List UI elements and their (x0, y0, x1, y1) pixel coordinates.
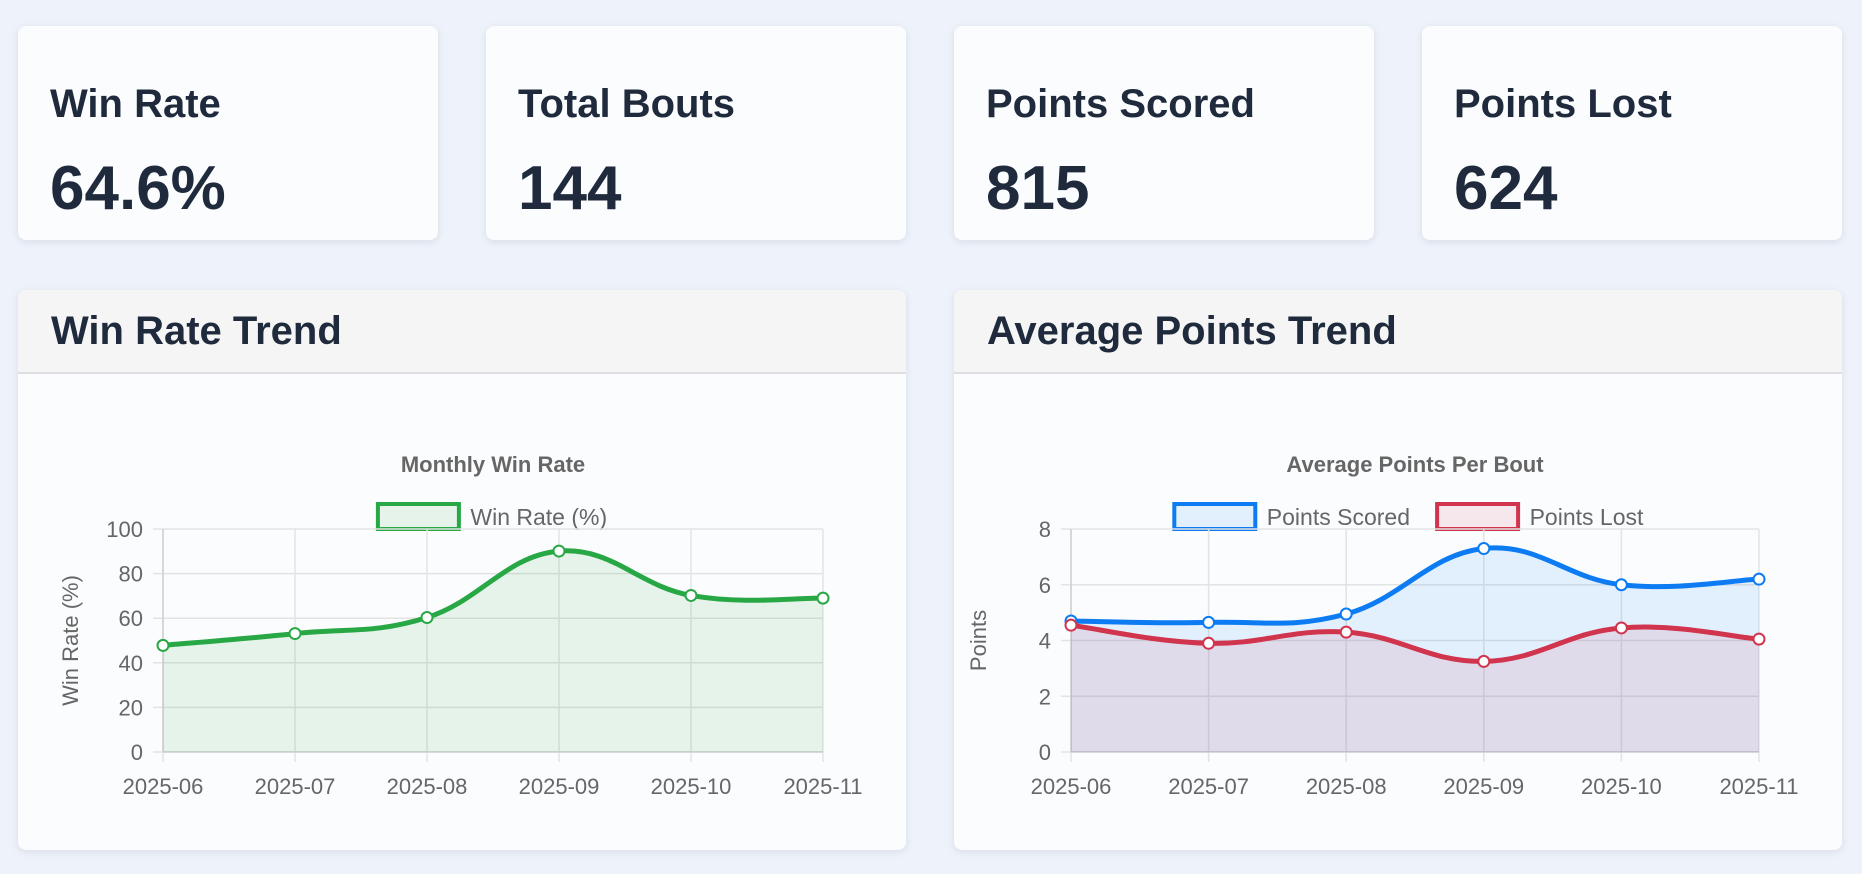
data-point-points-lost (1614, 621, 1628, 635)
series-line-points-scored (1070, 545, 1760, 626)
data-point-win-rate (156, 638, 170, 652)
legend-label: Points Scored (1267, 504, 1410, 530)
stat-value: 64.6% (50, 154, 226, 223)
stat-label: Total Bouts (518, 82, 736, 126)
stat-card-points-scored: Points Scored 815 (954, 26, 1374, 240)
panel-header: Average Points Trend (954, 290, 1842, 374)
average-points-trend-panel: Average Points Trend Average Points Per … (954, 290, 1842, 850)
stat-label: Points Lost (1454, 82, 1672, 126)
panel-title: Win Rate Trend (51, 308, 342, 353)
legend-swatch (375, 502, 461, 531)
x-tick-label: 2025-07 (255, 774, 336, 799)
data-point-win-rate (288, 627, 302, 641)
data-point-points-scored (1339, 607, 1353, 621)
y-tick-label: 100 (106, 517, 143, 542)
y-tick-label: 40 (119, 651, 143, 676)
stat-label: Points Scored (986, 82, 1255, 126)
y-tick-label: 2 (1039, 684, 1051, 709)
y-tick-label: 60 (119, 606, 143, 631)
data-point-points-lost (1752, 632, 1766, 646)
data-point-points-scored (1752, 572, 1766, 586)
panel-header: Win Rate Trend (18, 290, 906, 374)
y-tick-label: 4 (1039, 629, 1051, 654)
legend-swatch (1435, 502, 1521, 531)
stat-card-total-bouts: Total Bouts 144 (486, 26, 906, 240)
data-point-win-rate (816, 591, 830, 605)
data-point-points-scored (1614, 578, 1628, 592)
data-point-points-scored (1477, 542, 1491, 556)
legend-swatch (1172, 502, 1258, 531)
chart-title: Average Points Per Bout (1286, 452, 1544, 477)
data-point-points-lost (1477, 654, 1491, 668)
data-point-win-rate (552, 544, 566, 558)
x-tick-label: 2025-08 (387, 774, 468, 799)
stat-label: Win Rate (50, 82, 221, 126)
y-axis-label: Win Rate (%) (58, 575, 83, 706)
y-tick-label: 8 (1039, 517, 1051, 542)
data-point-points-lost (1064, 618, 1078, 632)
y-tick-label: 6 (1039, 573, 1051, 598)
data-point-points-scored (1202, 615, 1216, 629)
stat-value: 815 (986, 154, 1090, 223)
stat-value: 624 (1454, 154, 1558, 223)
x-tick-label: 2025-10 (1581, 774, 1662, 799)
win-rate-chart: Monthly Win Rate Win Rate (%) 0 20 40 60 80 100… (58, 452, 863, 799)
stat-value: 144 (518, 154, 622, 223)
x-tick-label: 2025-09 (519, 774, 600, 799)
panel-title: Average Points Trend (987, 308, 1397, 353)
y-tick-label: 0 (1039, 740, 1051, 765)
data-point-win-rate (420, 611, 434, 625)
data-point-points-lost (1339, 625, 1353, 639)
x-tick-label: 2025-10 (651, 774, 732, 799)
win-rate-trend-panel: Win Rate Trend Monthly Win Rate Win Rate … (18, 290, 906, 850)
y-tick-label: 20 (119, 695, 143, 720)
x-tick-label: 2025-07 (1168, 774, 1249, 799)
data-point-win-rate (684, 588, 698, 602)
y-axis-label: Points (966, 610, 991, 671)
average-points-chart: Average Points Per Bout Points Scored Poin… (966, 452, 1799, 799)
x-tick-label: 2025-09 (1443, 774, 1524, 799)
y-tick-label: 80 (119, 562, 143, 587)
x-tick-label: 2025-08 (1306, 774, 1387, 799)
series-line-win-rate (162, 548, 824, 648)
y-tick-label: 0 (131, 740, 143, 765)
x-tick-label: 2025-06 (1031, 774, 1112, 799)
x-tick-label: 2025-11 (1719, 774, 1798, 799)
x-tick-label: 2025-06 (123, 774, 204, 799)
x-tick-label: 2025-11 (783, 774, 862, 799)
legend-label: Points Lost (1530, 504, 1644, 530)
series-area-win-rate (163, 550, 823, 752)
chart-title: Monthly Win Rate (401, 452, 585, 477)
stat-card-points-lost: Points Lost 624 (1422, 26, 1842, 240)
stat-card-win-rate: Win Rate 64.6% (18, 26, 438, 240)
legend-label: Win Rate (%) (470, 504, 607, 530)
series-line-points-lost (1070, 622, 1760, 664)
data-point-points-lost (1202, 636, 1216, 650)
series-area-points-lost (1071, 625, 1759, 752)
